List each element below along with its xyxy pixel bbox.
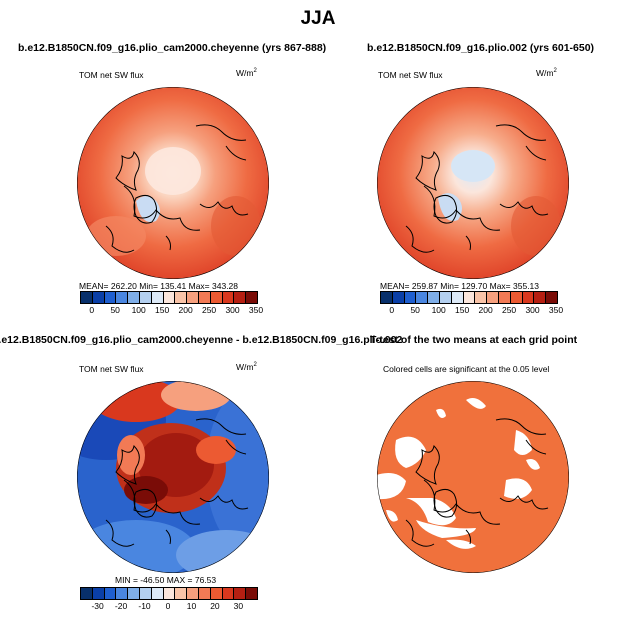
colorbar-swatch [139, 292, 152, 303]
colorbar-swatch [163, 588, 176, 599]
panel1-colorbar-ticks: 0 50 100 150 200 250 300 350 [80, 305, 263, 317]
colorbar-swatch [534, 292, 547, 303]
colorbar-swatch [246, 292, 257, 303]
colorbar-tick-label: 0 [165, 601, 171, 611]
colorbar-swatch [104, 588, 117, 599]
panel1-title: b.e12.B1850CN.f09_g16.plio_cam2000.cheye… [18, 42, 327, 54]
colorbar-swatch [187, 588, 199, 599]
colorbar-tick-label: 30 [233, 601, 244, 611]
panel3-polar-map [77, 381, 269, 573]
colorbar-tick-label: 50 [110, 305, 120, 315]
colorbar-tick-label: 150 [155, 305, 170, 315]
colorbar-swatch [546, 292, 557, 303]
panel2-variable-label: TOM net SW flux [378, 70, 443, 80]
colorbar-tick-label: 0 [389, 305, 395, 315]
panel3-units: W/m2 [236, 362, 257, 372]
panel4-title: T-test of the two means at each grid poi… [370, 334, 578, 346]
panel2-title: b.e12.B1850CN.f09_g16.plio.002 (yrs 601-… [367, 42, 595, 54]
colorbar-swatch [498, 292, 511, 303]
colorbar-swatch [163, 292, 176, 303]
colorbar-tick-label: -20 [114, 601, 128, 611]
colorbar-swatch [234, 292, 247, 303]
colorbar-swatch [81, 292, 93, 303]
colorbar-tick-label: 250 [501, 305, 517, 315]
panel2-colorbar-ticks: 0 50 100 150 200 250 300 350 [380, 305, 563, 317]
colorbar-tick-label: -10 [138, 601, 151, 611]
panel4-subtitle: Colored cells are significant at the 0.0… [383, 364, 550, 374]
colorbar-tick-label: 0 [89, 305, 95, 315]
panel1-colorbar [80, 291, 258, 304]
panel2-colorbar [380, 291, 558, 304]
colorbar-swatch [175, 292, 188, 303]
colorbar-tick-label: 100 [431, 305, 446, 315]
colorbar-swatch [510, 292, 523, 303]
colorbar-swatch [463, 292, 476, 303]
colorbar-swatch [475, 292, 488, 303]
panel1-variable-label: TOM net SW flux [79, 70, 144, 80]
colorbar-tick-label: 200 [478, 305, 493, 315]
panel2-stats: MEAN= 259.87 Min= 129.70 Max= 355.13 [380, 281, 540, 291]
panel1-stats: MEAN= 262.20 Min= 135.41 Max= 343.28 [79, 281, 239, 291]
colorbar-swatch [128, 292, 140, 303]
colorbar-swatch [246, 588, 257, 599]
colorbar-swatch [151, 588, 164, 599]
colorbar-swatch [104, 292, 117, 303]
colorbar-tick-label: -30 [91, 601, 104, 611]
panel3-colorbar-ticks: -30 -20 -10 0 10 20 30 [80, 601, 258, 613]
colorbar-swatch [151, 292, 164, 303]
colorbar-swatch [198, 292, 211, 303]
panel4-significance-map [377, 381, 569, 573]
colorbar-tick-label: 200 [178, 305, 193, 315]
panel1-units: W/m2 [236, 68, 257, 78]
colorbar-swatch [210, 588, 223, 599]
colorbar-swatch [439, 292, 452, 303]
colorbar-swatch [198, 588, 211, 599]
colorbar-tick-label: 20 [210, 601, 220, 611]
colorbar-tick-label: 300 [225, 305, 240, 315]
colorbar-swatch [175, 588, 188, 599]
colorbar-swatch [222, 588, 235, 599]
colorbar-swatch [416, 292, 429, 303]
colorbar-tick-label: 100 [131, 305, 146, 315]
colorbar-swatch [128, 588, 140, 599]
colorbar-tick-label: 10 [186, 601, 197, 611]
colorbar-swatch [234, 588, 247, 599]
colorbar-swatch [428, 292, 440, 303]
panel3-stats: MIN = -46.50 MAX = 76.53 [115, 575, 217, 585]
figure-title: JJA [300, 8, 336, 29]
panel2-polar-map [377, 87, 569, 279]
colorbar-swatch [451, 292, 464, 303]
colorbar-swatch [210, 292, 223, 303]
colorbar-swatch [222, 292, 235, 303]
colorbar-swatch [92, 588, 105, 599]
colorbar-swatch [116, 292, 129, 303]
colorbar-swatch [92, 292, 105, 303]
panel3-variable-label: TOM net SW flux [79, 364, 144, 374]
panel1-polar-map [77, 87, 269, 279]
colorbar-tick-label: 50 [410, 305, 420, 315]
panel2-units: W/m2 [536, 68, 557, 78]
colorbar-tick-label: 250 [201, 305, 217, 315]
colorbar-swatch [187, 292, 199, 303]
colorbar-tick-label: 150 [455, 305, 470, 315]
panel3-colorbar [80, 587, 258, 600]
colorbar-tick-label: 350 [248, 305, 264, 315]
colorbar-swatch [81, 588, 93, 599]
colorbar-swatch [116, 588, 129, 599]
colorbar-swatch [522, 292, 535, 303]
colorbar-swatch [139, 588, 152, 599]
colorbar-swatch [381, 292, 393, 303]
colorbar-tick-label: 300 [525, 305, 540, 315]
panel3-title: b.e12.B1850CN.f09_g16.plio_cam2000.cheye… [0, 334, 403, 346]
colorbar-swatch [404, 292, 417, 303]
colorbar-swatch [392, 292, 405, 303]
colorbar-swatch [487, 292, 499, 303]
colorbar-tick-label: 350 [548, 305, 564, 315]
